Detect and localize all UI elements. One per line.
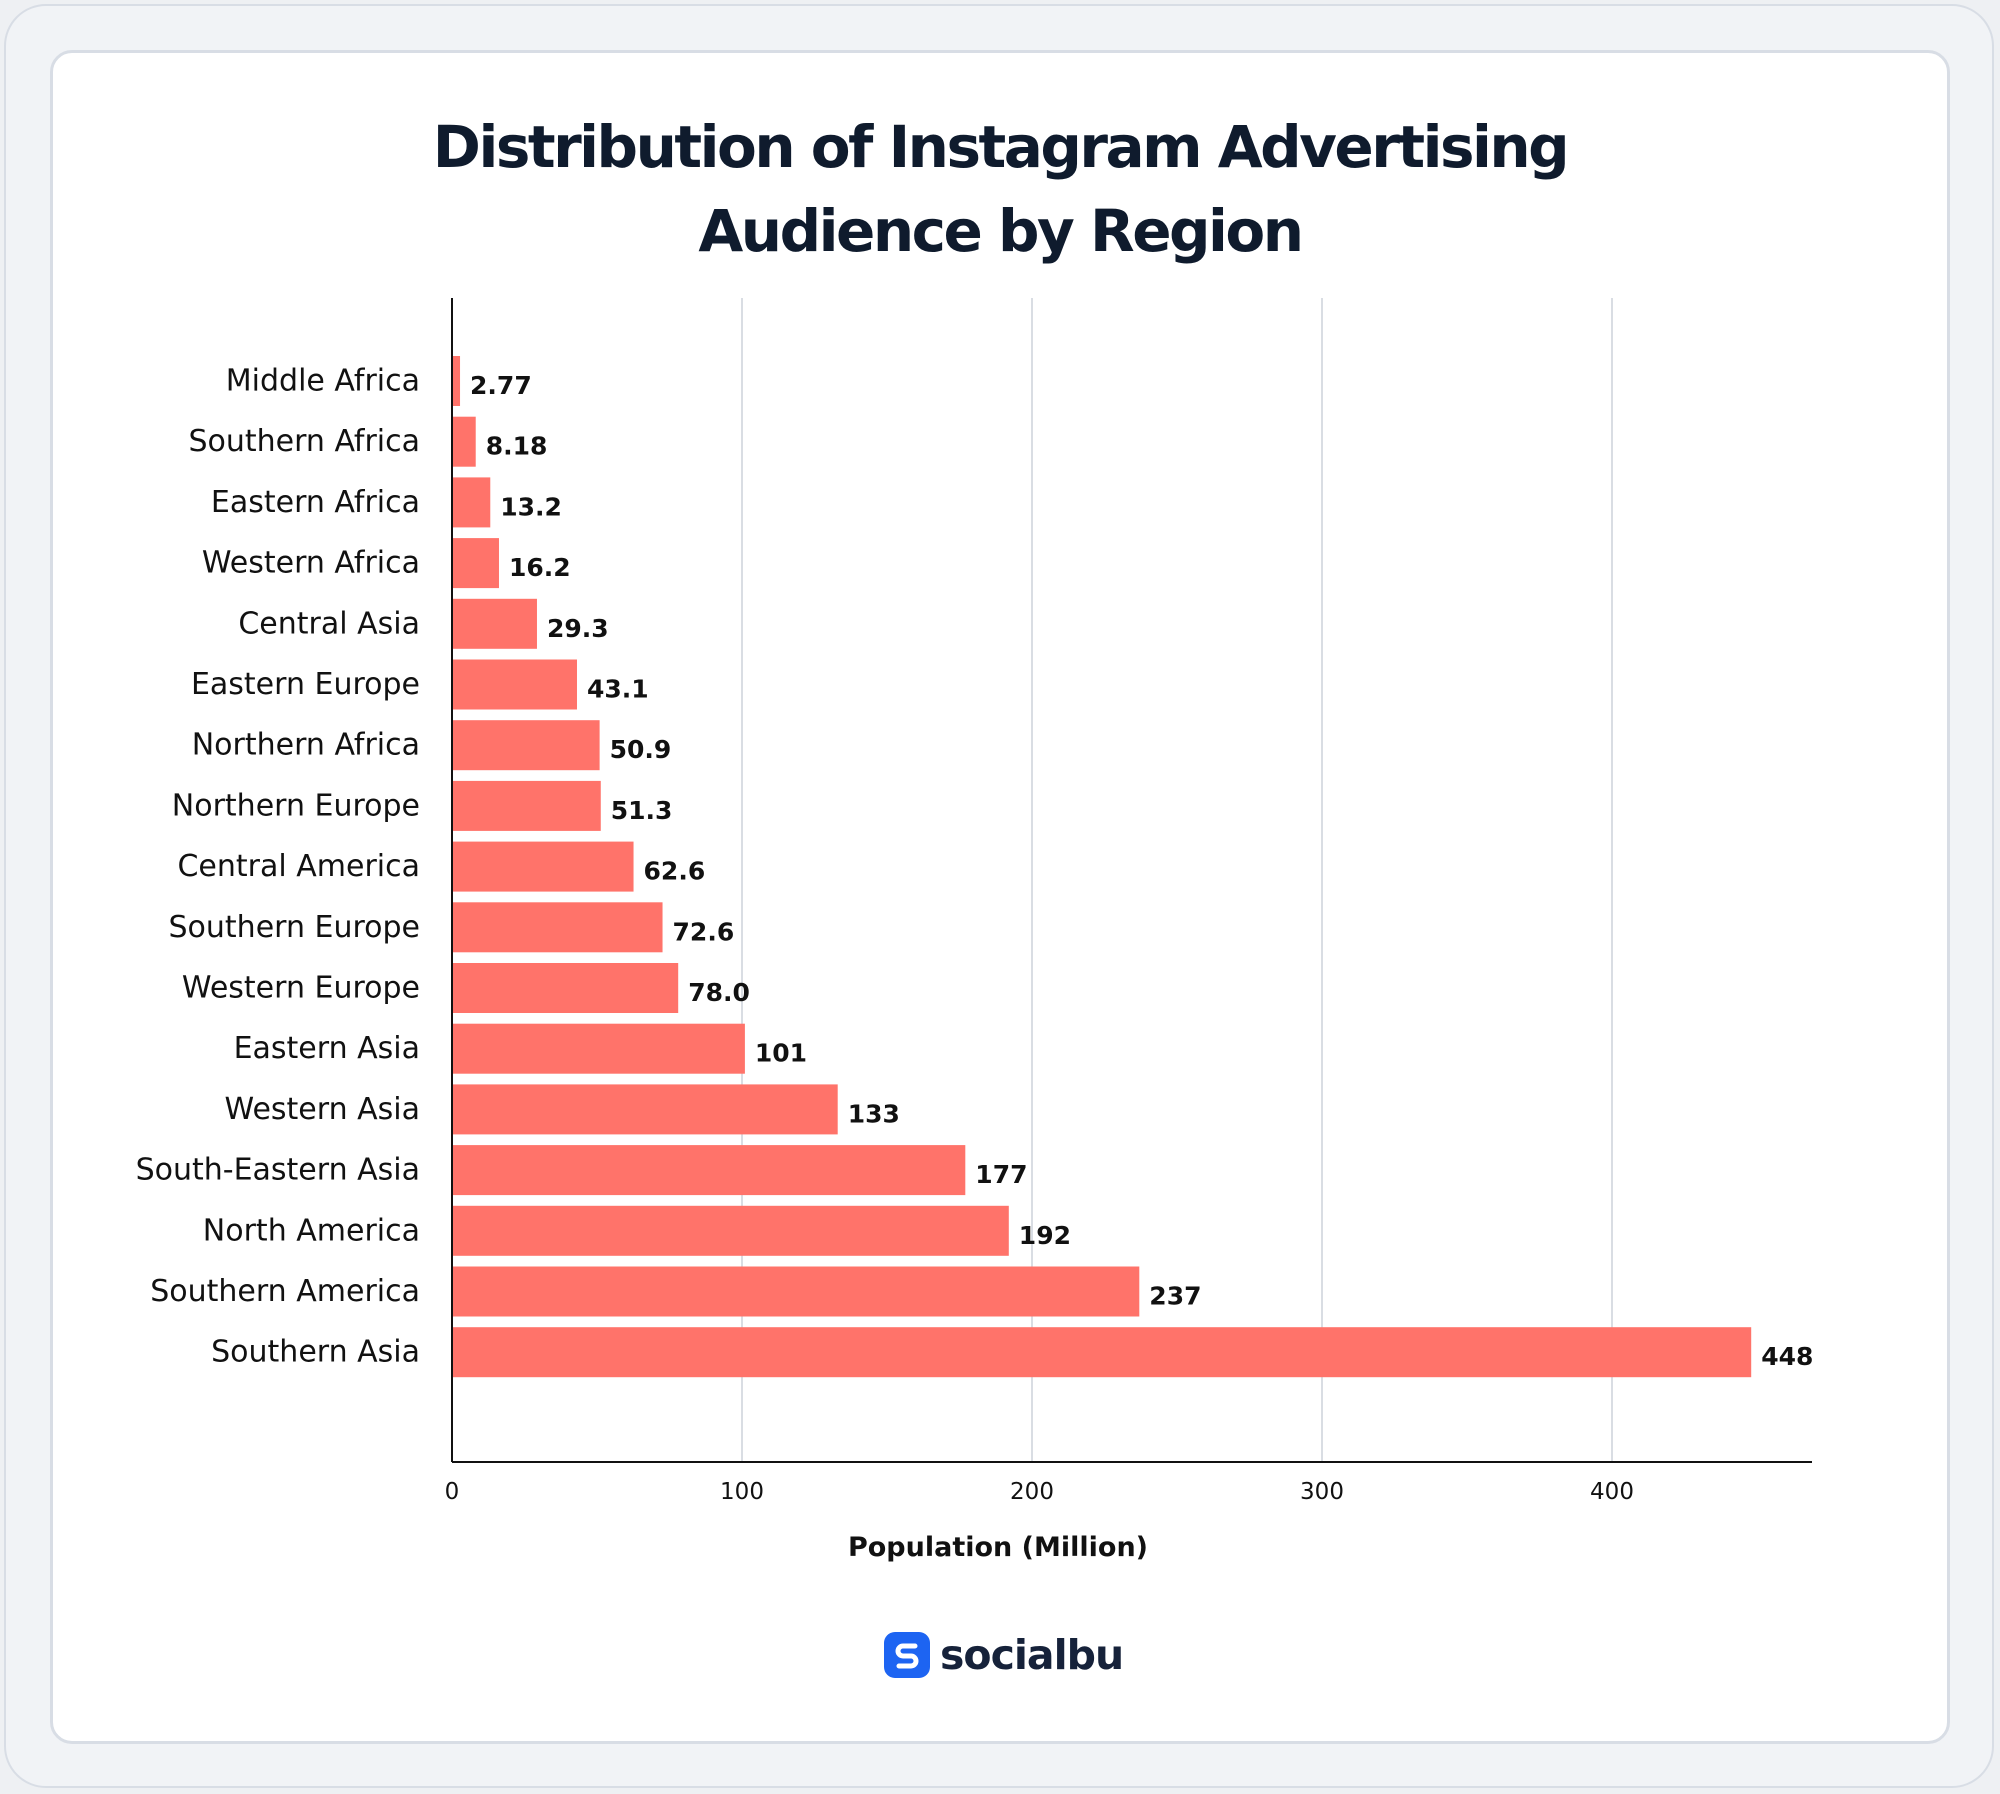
bars: [452, 356, 1752, 1378]
category-label: Central Asia: [238, 606, 420, 641]
category-label: Middle Africa: [226, 364, 420, 399]
category-label: Eastern Africa: [211, 485, 420, 520]
category-label: Western Africa: [202, 546, 420, 581]
category-label: Northern Africa: [192, 728, 420, 763]
socialbu-logo: socialbu: [884, 1627, 1124, 1683]
category-label: Southern Africa: [188, 424, 420, 459]
data-label: 448: [1761, 1342, 1813, 1371]
data-label: 51.3: [611, 796, 673, 825]
labels: Middle Africa 2.77 Southern Africa 8.18 East…: [136, 364, 1814, 1372]
data-label: 29.3: [547, 614, 609, 643]
category-label: Northern Europe: [172, 788, 420, 823]
category-label: Southern Europe: [169, 910, 421, 945]
category-label: Southern America: [150, 1274, 420, 1309]
category-label: Eastern Asia: [234, 1031, 420, 1066]
x-tick-label: 300: [1300, 1479, 1344, 1505]
bar: [452, 841, 634, 892]
x-axis-title: Population (Million): [848, 1532, 1148, 1563]
bar: [452, 1327, 1752, 1378]
axes: [451, 298, 1812, 1463]
socialbu-logo-icon: [884, 1632, 930, 1678]
data-label: 2.77: [470, 371, 532, 400]
bar: [452, 720, 600, 771]
bar: [452, 1205, 1009, 1256]
bar: [452, 1023, 745, 1074]
data-label: 43.1: [587, 675, 649, 704]
data-label: 13.2: [500, 492, 562, 521]
category-label: Southern Asia: [211, 1335, 420, 1370]
category-label: North America: [203, 1213, 420, 1248]
data-label: 237: [1149, 1282, 1201, 1311]
bar: [452, 416, 476, 467]
x-tick-label: 200: [1010, 1479, 1054, 1505]
bar: [452, 780, 601, 831]
bar: [452, 902, 663, 953]
logo-wordmark: socialbu: [940, 1631, 1124, 1679]
bar: [452, 538, 499, 589]
data-label: 177: [975, 1160, 1027, 1189]
data-label: 62.6: [644, 857, 706, 886]
bar: [452, 1084, 838, 1135]
x-tick-label: 400: [1590, 1479, 1634, 1505]
x-tick-label: 100: [720, 1479, 764, 1505]
bar: [452, 598, 537, 649]
x-ticks: 0 100 200 300 400: [445, 1479, 1634, 1505]
bar: [452, 659, 577, 710]
bar: [452, 1266, 1140, 1317]
bar: [452, 963, 679, 1013]
chart-title: Distribution of Instagram Advertising Au…: [0, 105, 2000, 273]
data-label: 101: [755, 1039, 807, 1068]
data-label: 8.18: [486, 432, 548, 461]
category-label: Eastern Europe: [191, 667, 420, 702]
chart-title-line-1: Distribution of Instagram Advertising: [432, 113, 1570, 181]
chart-title-line-2: Audience by Region: [698, 197, 1304, 265]
data-label: 78.0: [688, 978, 750, 1007]
category-label: Western Asia: [225, 1092, 420, 1127]
data-label: 16.2: [509, 553, 571, 582]
data-label: 50.9: [610, 735, 672, 764]
data-label: 133: [848, 1099, 900, 1128]
x-tick-label: 0: [445, 1479, 460, 1505]
bar: [452, 477, 491, 528]
category-label: Central America: [177, 849, 420, 884]
bar: [452, 1145, 966, 1196]
data-label: 72.6: [673, 917, 735, 946]
category-label: South-Eastern Asia: [136, 1153, 420, 1188]
data-label: 192: [1019, 1221, 1071, 1250]
category-label: Western Europe: [182, 971, 420, 1006]
bar: [452, 356, 461, 406]
